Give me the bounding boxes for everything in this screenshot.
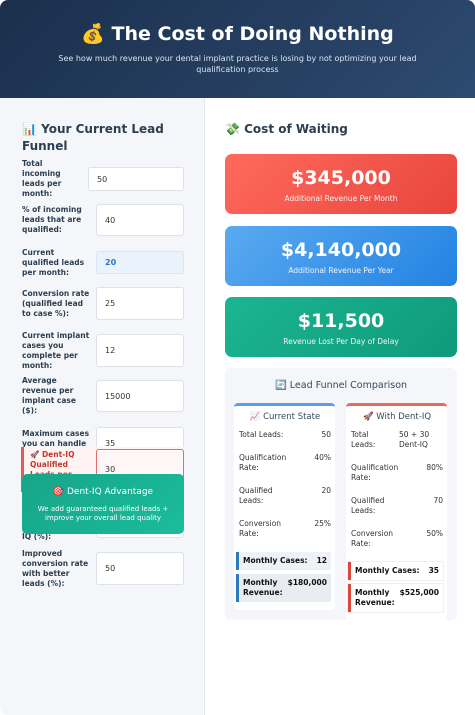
field-label: Improved conversion rate with better lea… — [22, 548, 89, 588]
row-label: Monthly Cases: — [355, 566, 420, 575]
cost-card: $4,140,000 Additional Revenue Per Year — [225, 225, 457, 286]
row-value: 20 — [321, 486, 331, 495]
field-label: Average revenue per implant case ($): — [22, 376, 76, 415]
row-value: 80% — [426, 463, 443, 472]
comparison-row: Conversion Rate: 25% — [239, 519, 331, 539]
row-label: Conversion Rate: — [239, 519, 282, 538]
row-label: Monthly Revenue: — [355, 588, 395, 607]
field-input[interactable]: 50 — [88, 167, 184, 191]
funnel-heading: 📊 Your Current Lead Funnel — [22, 122, 164, 153]
field-label: Conversion rate (qualified lead to case … — [22, 288, 90, 318]
comparison-title: 🔄 Lead Funnel Comparison — [274, 380, 408, 391]
column-title: 📈 Current State — [249, 412, 321, 422]
comparison-row: Monthly Cases: 12 — [236, 552, 331, 570]
row-value: 50 + 30 Dent-IQ — [399, 430, 430, 449]
row-value: 50 — [321, 430, 331, 439]
cost-card: $11,500 Revenue Lost Per Day of Delay — [225, 297, 457, 357]
comparison-row: Total Leads: 50 + 30 Dent-IQ — [351, 430, 443, 450]
comparison: 🔄 Lead Funnel Comparison 📈 Current State… — [225, 368, 457, 620]
field-label: Current qualified leads per month: — [22, 247, 85, 277]
field-label: Total incoming leads per month: — [22, 159, 62, 198]
field: Conversion rate (qualified lead to case … — [22, 287, 184, 320]
field-label: Current implant cases you complete per m… — [22, 330, 90, 370]
field-input[interactable]: 15000 — [96, 380, 184, 412]
field: Average revenue per implant case ($): 150… — [22, 376, 184, 415]
field-input[interactable]: 12 — [96, 334, 184, 367]
row-label: Total Leads: — [351, 430, 376, 449]
card-value: $345,000 — [291, 167, 391, 189]
comparison-row: Total Leads: 50 — [239, 430, 331, 440]
cost-heading: 💸 Cost of Waiting — [225, 122, 348, 136]
header: 💰 The Cost of Doing Nothing See how much… — [0, 0, 475, 98]
comparison-row: Qualified Leads: 70 — [351, 496, 443, 516]
row-label: Qualification Rate: — [239, 453, 287, 472]
cost-card: $345,000 Additional Revenue Per Month — [225, 154, 457, 214]
row-value: $525,000 — [399, 588, 439, 597]
row-value: 25% — [314, 519, 331, 528]
advantage-text: We add guaranteed qualified leads + impr… — [37, 505, 169, 522]
cost-panel: 💸 Cost of Waiting $345,000 Additional Rev… — [205, 98, 475, 715]
title: 💰 The Cost of Doing Nothing — [81, 23, 394, 45]
row-label: Qualification Rate: — [351, 463, 399, 482]
row-value: 40% — [314, 453, 331, 462]
card-label: Additional Revenue Per Month — [284, 194, 398, 203]
card-value: $4,140,000 — [280, 238, 402, 261]
row-value: 70 — [433, 496, 443, 505]
comparison-row: Qualification Rate: 40% — [239, 453, 331, 473]
field-input[interactable]: 25 — [96, 287, 184, 320]
comparison-row: Monthly Cases: 35 — [348, 562, 443, 580]
comparison-row: Qualification Rate: 80% — [351, 463, 443, 483]
comparison-column: 🚀 With Dent-IQ Total Leads: 50 + 30 Dent-I… — [346, 403, 447, 620]
row-label: Qualified Leads: — [239, 486, 273, 505]
field-label: % of incoming leads that are qualified: — [22, 205, 82, 234]
row-value: 50% — [426, 529, 443, 538]
field-input[interactable]: 40 — [96, 204, 184, 236]
row-label: Monthly Cases: — [243, 556, 308, 565]
advantage-title: 🎯 Dent-IQ Advantage — [52, 487, 154, 497]
row-label: Total Leads: — [239, 430, 284, 439]
card-value: $11,500 — [297, 310, 385, 332]
subtitle: See how much revenue your dental implant… — [58, 54, 417, 74]
field: Total incoming leads per month: 50 — [22, 159, 184, 198]
comparison-column: 📈 Current State Total Leads: 50 Qualificati… — [234, 403, 335, 610]
card-label: Revenue Lost Per Day of Delay — [283, 337, 399, 346]
comparison-row: Conversion Rate: 50% — [351, 529, 443, 549]
row-value: $180,000 — [287, 578, 327, 587]
field-input: 20 — [96, 251, 184, 274]
funnel-panel: 📊 Your Current Lead Funnel Total incomin… — [0, 98, 205, 715]
row-value: 12 — [316, 556, 327, 565]
advantage-box: 🎯 Dent-IQ Advantage We add guaranteed qu… — [22, 474, 184, 534]
row-label: Conversion Rate: — [351, 529, 394, 548]
row-label: Qualified Leads: — [351, 496, 385, 515]
comparison-row: Monthly Revenue: $180,000 — [236, 574, 331, 602]
field-input[interactable]: 50 — [96, 552, 184, 585]
field: Improved conversion rate with better lea… — [22, 549, 184, 588]
card-label: Additional Revenue Per Year — [288, 265, 394, 275]
comparison-row: Qualified Leads: 20 — [239, 486, 331, 506]
comparison-row: Monthly Revenue: $525,000 — [348, 584, 443, 612]
field: Current implant cases you complete per m… — [22, 331, 184, 370]
field: Current qualified leads per month: 20 — [22, 248, 184, 277]
field: % of incoming leads that are qualified: 4… — [22, 204, 184, 236]
row-value: 35 — [428, 566, 439, 575]
row-label: Monthly Revenue: — [243, 578, 283, 597]
column-title: 🚀 With Dent-IQ — [362, 412, 432, 422]
